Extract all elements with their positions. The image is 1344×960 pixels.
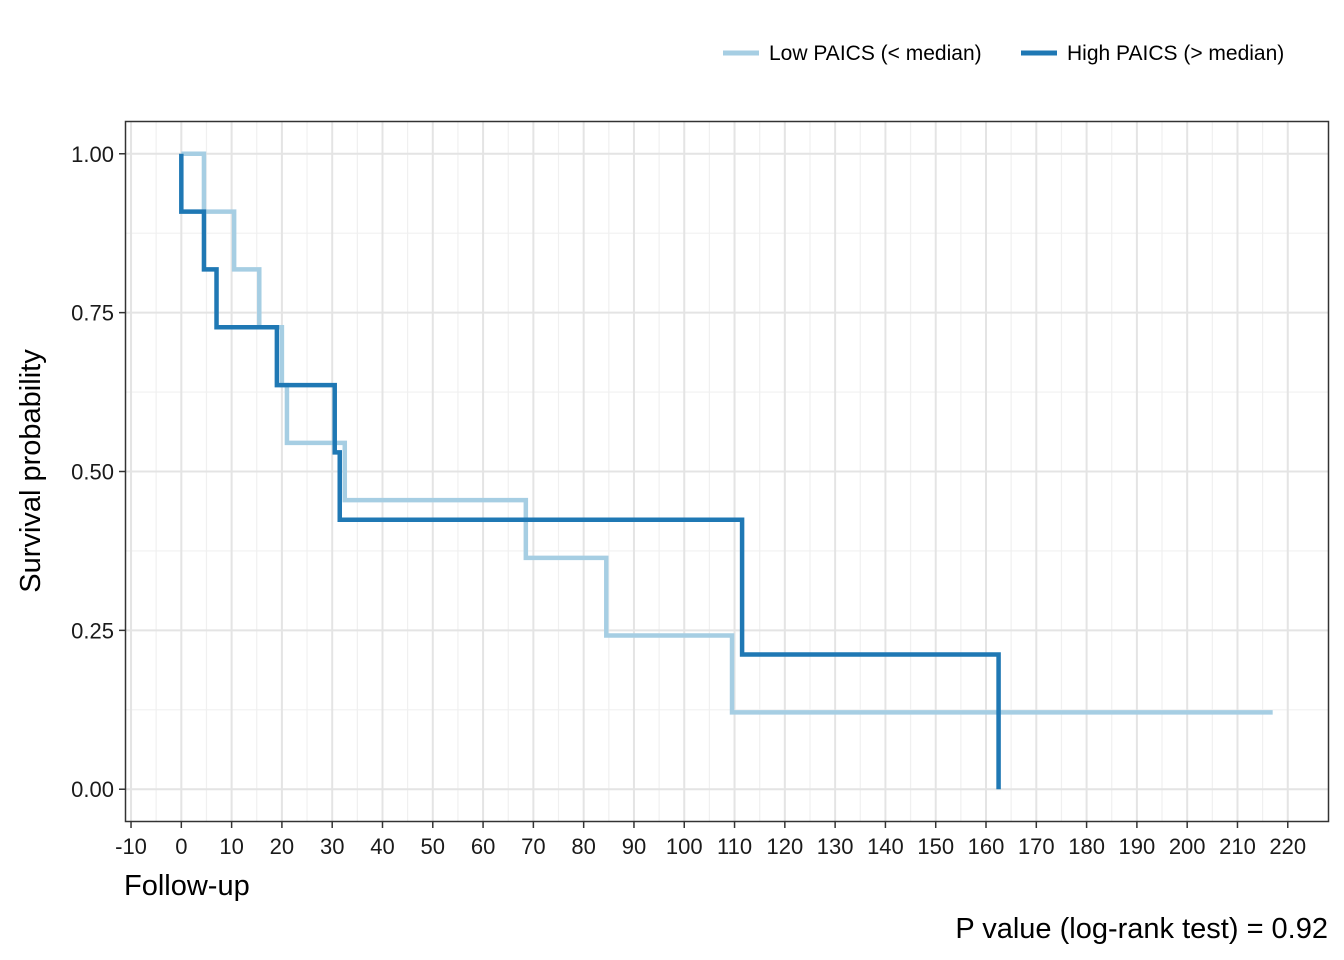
legend-label-low: Low PAICS (< median): [769, 42, 982, 65]
x-tick-label: 50: [421, 834, 445, 859]
x-tick-label: 20: [270, 834, 294, 859]
x-tick-label: 100: [666, 834, 703, 859]
x-tick-label: 0: [175, 834, 187, 859]
y-tick-label: 0.00: [71, 777, 114, 802]
x-tick-label: 150: [917, 834, 954, 859]
grid: [126, 122, 1328, 821]
legend-label-high: High PAICS (> median): [1067, 42, 1284, 65]
x-tick-label: 190: [1119, 834, 1156, 859]
x-tick-label: 160: [968, 834, 1005, 859]
x-tick-label: 170: [1018, 834, 1055, 859]
x-tick-label: 80: [571, 834, 595, 859]
x-tick-label: 140: [867, 834, 904, 859]
x-tick-label: 130: [817, 834, 854, 859]
x-axis: -10 0 10 20 30 40 50 60 70 80 90 100 110 120 130 140 150…: [115, 821, 1306, 859]
survival-curves: [179, 151, 1273, 790]
x-tick-label: 120: [766, 834, 803, 859]
y-tick-label: 1.00: [71, 142, 114, 167]
x-axis-title: Follow-up: [124, 870, 250, 902]
x-tick-label: 180: [1068, 834, 1105, 859]
x-tick-label: 110: [717, 834, 752, 859]
x-tick-label: -10: [115, 834, 147, 859]
x-tick-label: 10: [219, 834, 243, 859]
y-tick-label: 0.50: [71, 460, 114, 485]
x-tick-label: 40: [370, 834, 394, 859]
survival-curve-high: [179, 153, 1001, 790]
survival-curve-low: [181, 151, 1273, 715]
x-tick-label: 210: [1219, 834, 1256, 859]
x-tick-label: 60: [471, 834, 495, 859]
y-tick-label: 0.75: [71, 301, 114, 326]
x-tick-label: 30: [320, 834, 344, 859]
x-tick-label: 220: [1269, 834, 1306, 859]
legend: Low PAICS (< median) High PAICS (> media…: [723, 42, 1284, 65]
y-axis: 0.00 0.25 0.50 0.75 1.00: [71, 142, 126, 802]
y-axis-title: Survival probability: [15, 349, 47, 593]
x-tick-label: 90: [622, 834, 646, 859]
x-tick-label: 200: [1169, 834, 1206, 859]
x-tick-label: 70: [521, 834, 545, 859]
p-value-annotation: P value (log-rank test) = 0.92: [955, 913, 1328, 945]
y-tick-label: 0.25: [71, 618, 114, 643]
